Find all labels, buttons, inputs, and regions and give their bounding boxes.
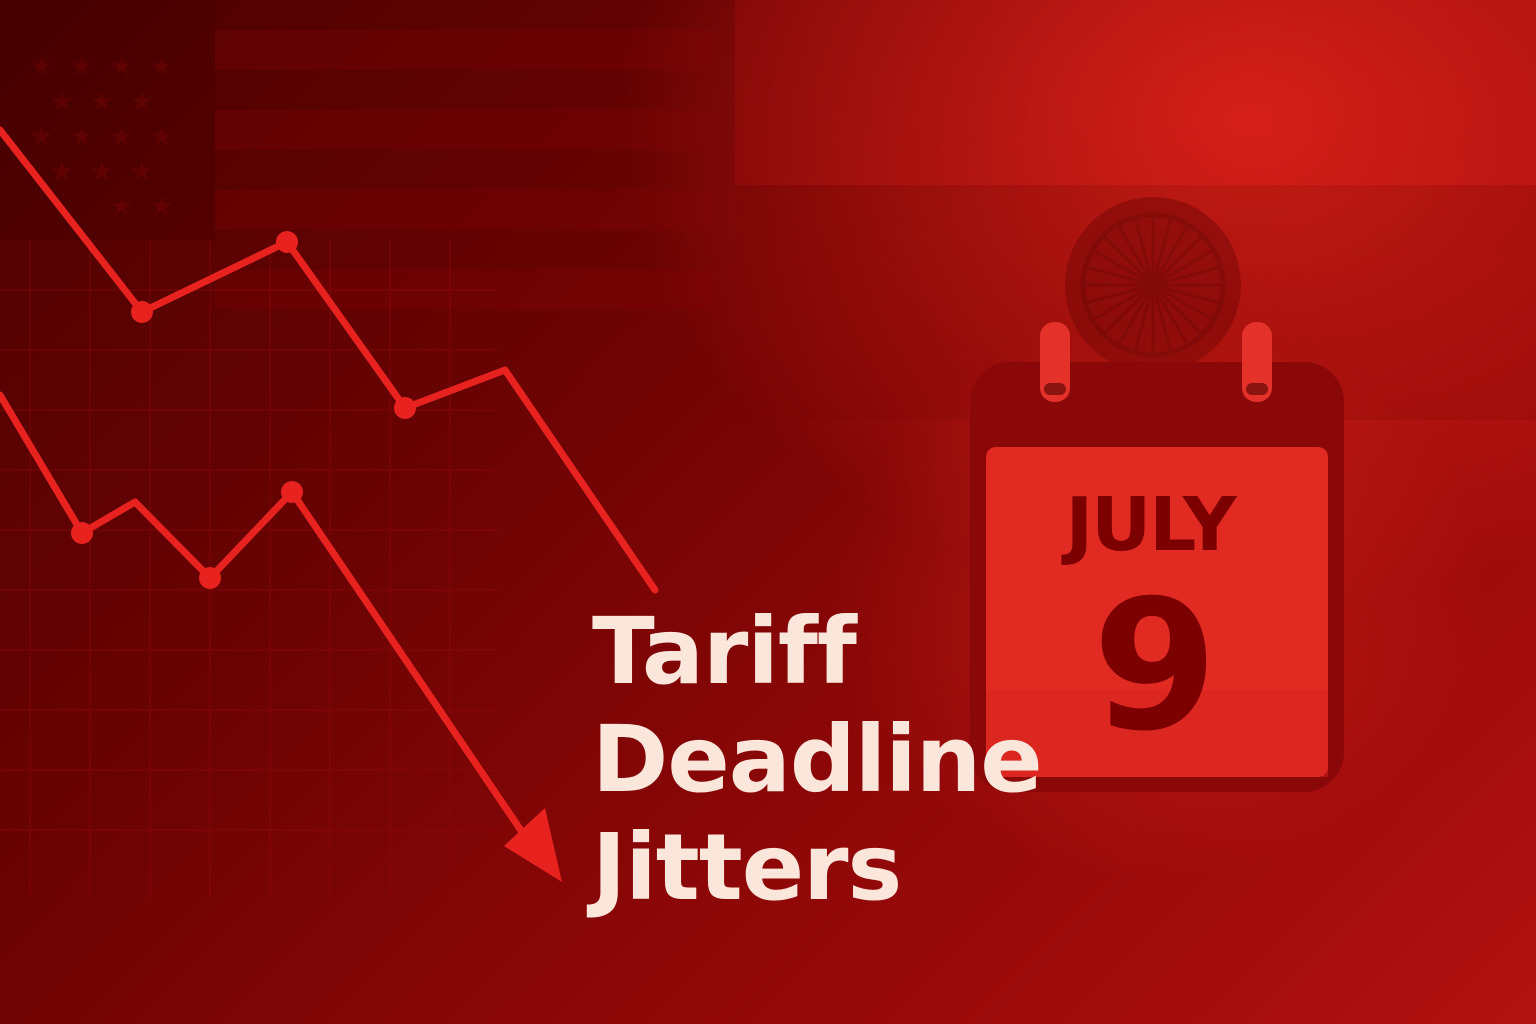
calendar-month: JULY <box>1061 482 1238 568</box>
chart-grid <box>0 240 500 900</box>
lower-decline-line <box>0 391 562 882</box>
svg-text:★: ★ <box>90 87 113 117</box>
headline-line-2: Deadline <box>592 706 1043 813</box>
line-point <box>276 231 298 253</box>
upper-decline-line <box>0 126 659 594</box>
svg-text:★: ★ <box>90 157 113 187</box>
svg-text:★: ★ <box>50 157 73 187</box>
down-arrow-icon <box>504 808 562 882</box>
headline-line-3: Jitters <box>592 814 902 921</box>
line-point <box>71 522 93 544</box>
svg-text:★: ★ <box>70 52 93 82</box>
us-flag-icon: ★ ★ ★ ★ ★ ★ ★ ★ ★ ★ ★ ★ ★ ★ ★ ★ <box>0 0 715 310</box>
svg-text:★: ★ <box>110 122 133 152</box>
svg-text:★: ★ <box>130 87 153 117</box>
svg-text:★: ★ <box>30 122 53 152</box>
svg-text:★: ★ <box>130 157 153 187</box>
svg-text:★: ★ <box>110 52 133 82</box>
calendar-icon: JULY 9 <box>830 320 1490 880</box>
svg-text:★: ★ <box>150 122 173 152</box>
line-point <box>199 567 221 589</box>
headline-line-1: Tariff <box>592 598 857 705</box>
line-point <box>281 481 303 503</box>
svg-text:★: ★ <box>150 52 173 82</box>
svg-text:★: ★ <box>30 52 53 82</box>
svg-text:★: ★ <box>50 87 73 117</box>
svg-text:★: ★ <box>110 192 133 222</box>
line-point <box>131 301 153 323</box>
line-point <box>394 397 416 419</box>
headline: Tariff Deadline Jitters <box>592 598 1043 922</box>
calendar-day: 9 <box>1092 562 1217 771</box>
svg-text:★: ★ <box>70 122 93 152</box>
svg-text:★: ★ <box>150 192 173 222</box>
